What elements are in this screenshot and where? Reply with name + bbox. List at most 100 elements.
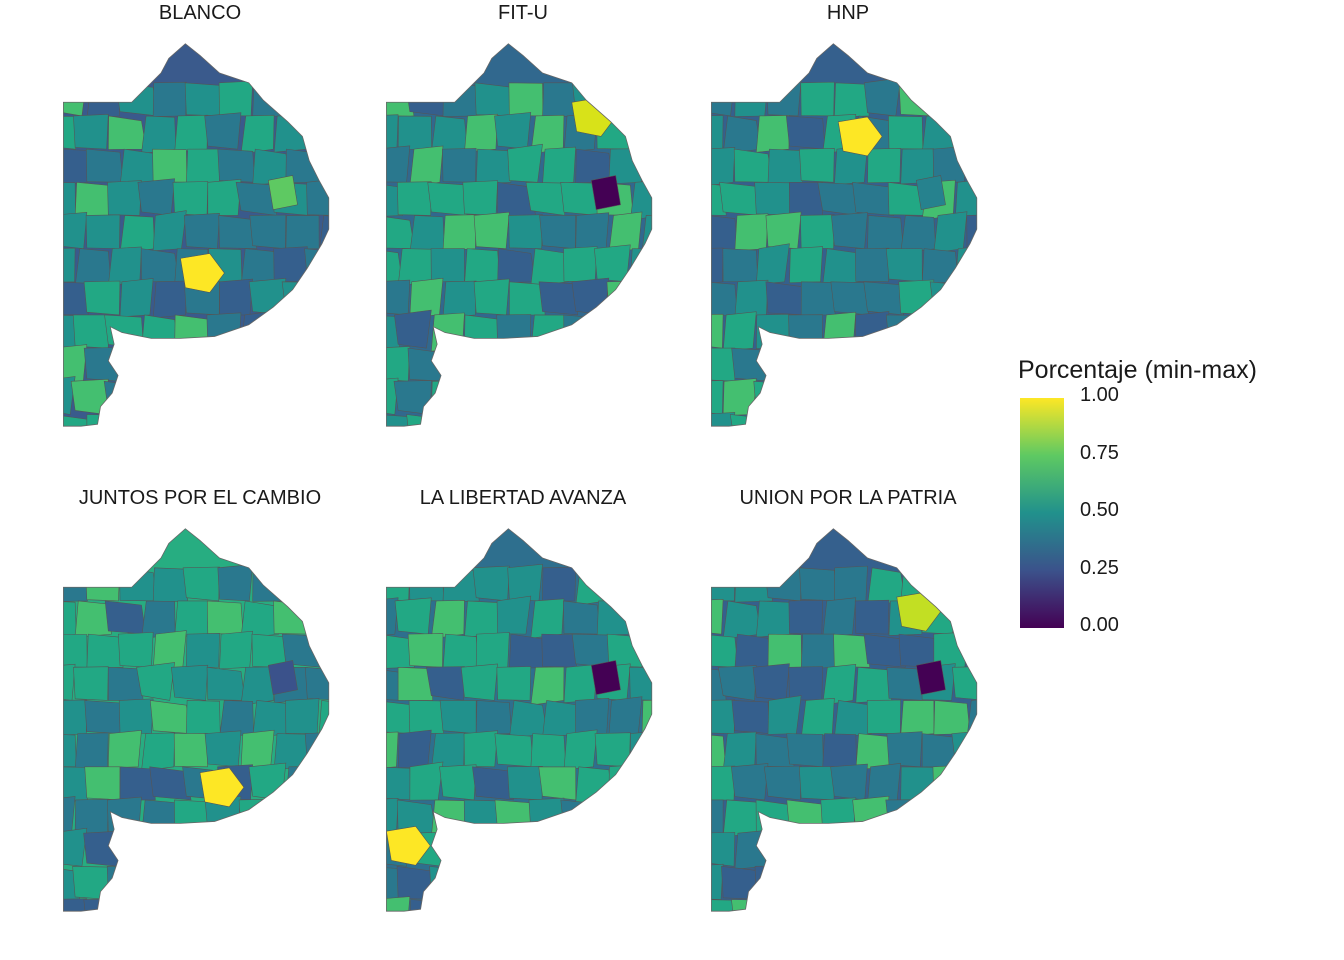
district [629,666,652,701]
district [789,866,824,900]
district [507,563,543,602]
district [472,412,510,427]
district [464,314,503,349]
district [537,895,577,912]
district [711,598,724,635]
district [240,114,275,155]
district [439,347,478,382]
district [397,666,434,701]
district [641,215,652,254]
district [442,148,477,183]
district [431,448,466,483]
district [316,830,329,867]
district [711,799,724,834]
district [475,895,510,912]
district [318,564,329,605]
district [141,444,174,483]
district [788,599,823,635]
district [217,564,254,602]
district [186,148,220,185]
district [509,410,543,427]
district [796,347,839,382]
district [217,148,256,183]
district [171,664,209,701]
province-outline [386,528,653,912]
district [494,799,535,834]
district [507,766,543,801]
district [273,933,308,960]
district [542,566,576,602]
district [754,865,790,900]
district [711,899,736,912]
district [954,448,989,481]
district [115,832,158,867]
panel-title: LA LIBERTAD AVANZA [419,487,627,509]
panel-title: UNION POR LA PATRIA [739,487,957,509]
district [830,414,871,427]
district [270,796,308,834]
district [597,929,631,960]
district [539,214,576,249]
district [594,311,631,349]
district [638,567,652,602]
district [504,347,546,382]
district [464,113,498,153]
district [606,82,648,117]
district [755,313,790,349]
province-outline [63,43,330,427]
district [206,312,242,349]
district [394,597,432,635]
district [563,314,601,349]
district [136,662,175,701]
legend-tick-1.00: 1.00 [1080,384,1119,406]
district [898,80,935,117]
district [206,380,245,415]
district [562,379,598,415]
district [800,214,835,249]
district [141,732,175,772]
district [475,700,512,735]
district [137,178,175,216]
district [74,248,112,287]
district [285,410,320,427]
district [141,314,180,352]
district [867,148,901,184]
district [174,448,208,481]
district [104,314,144,349]
district [829,829,868,867]
legend-tick-0.25: 0.25 [1080,557,1119,579]
district [318,762,329,801]
district [507,143,543,183]
district [241,933,275,960]
district [755,600,792,638]
district [407,633,444,668]
district [474,82,514,117]
district [834,700,872,739]
district [528,797,565,834]
district [734,633,773,671]
district [922,446,955,480]
district [867,215,904,250]
district [897,414,938,427]
district [575,766,613,804]
district [764,347,807,382]
district [538,281,578,316]
district [630,248,652,285]
district [152,81,187,117]
district [119,567,159,602]
panel-title: BLANCO [158,2,242,24]
district [70,378,109,415]
district [141,115,177,155]
district [182,347,222,382]
district [252,566,287,602]
district [406,414,449,427]
district [628,314,652,349]
district [762,832,805,867]
district [767,695,802,735]
district [711,78,736,117]
district [496,595,532,635]
district [84,766,121,801]
panel-title: JUNTOS POR EL CAMBIO [78,487,322,509]
district [789,246,823,284]
district [951,862,977,900]
